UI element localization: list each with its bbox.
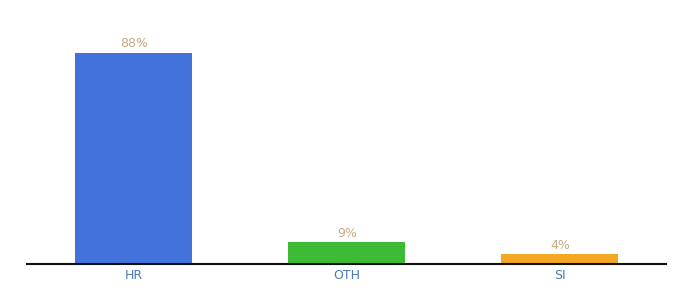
Text: 4%: 4% xyxy=(550,239,570,252)
Bar xyxy=(501,254,619,264)
Text: 9%: 9% xyxy=(337,227,357,240)
Bar xyxy=(75,53,192,264)
Text: 88%: 88% xyxy=(120,38,148,50)
Bar xyxy=(288,242,405,264)
